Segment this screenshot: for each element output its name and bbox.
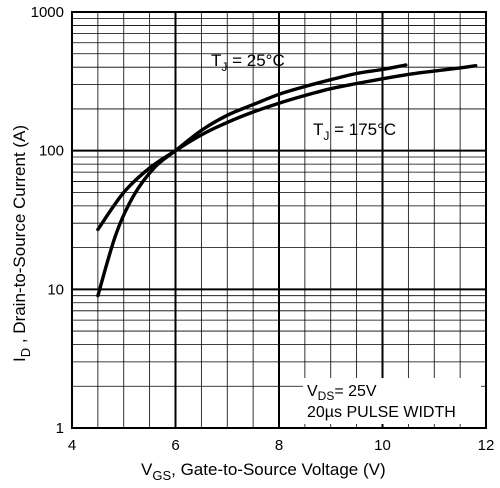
annotation-background <box>303 378 481 424</box>
y-axis-title: ID , Drain-to-Source Current (A) <box>10 125 33 362</box>
series-label-25c: TJ = 25°C <box>211 51 285 74</box>
y-tick-label: 1000 <box>31 4 64 21</box>
annotation-vds: VDS= 25V <box>307 383 377 403</box>
tick-labels: 4 6 8 10 12 1 10 100 1000 <box>31 4 495 454</box>
y-tick-label: 1 <box>56 420 64 437</box>
x-tick-label: 12 <box>478 437 495 454</box>
y-tick-label: 100 <box>39 143 64 160</box>
series-line-tj-175c <box>96 64 478 232</box>
plot-frame <box>71 11 487 429</box>
annotation-pulse-width: 20µs PULSE WIDTH <box>307 404 456 421</box>
x-tick-label: 6 <box>171 437 179 454</box>
grid <box>72 12 486 428</box>
x-axis-title: VGS, Gate-to-Source Voltage (V) <box>141 460 386 483</box>
x-tick-label: 8 <box>275 437 283 454</box>
y-tick-label: 10 <box>47 281 64 298</box>
x-tick-label: 10 <box>374 437 391 454</box>
series-line-tj-25c <box>96 63 408 298</box>
series-label-175c: TJ = 175°C <box>313 120 396 143</box>
x-tick-label: 4 <box>68 437 76 454</box>
series-group <box>96 63 478 298</box>
